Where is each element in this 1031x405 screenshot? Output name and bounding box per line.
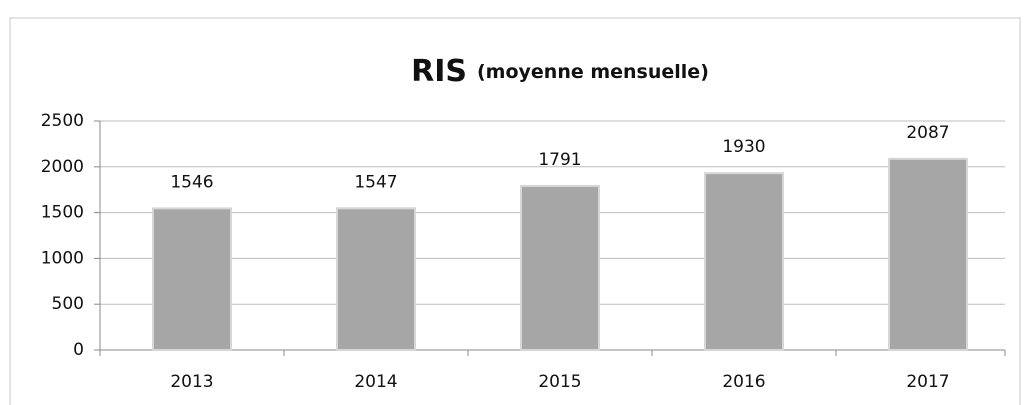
data-label: 1546 <box>170 172 213 192</box>
y-tick-label: 1000 <box>41 248 84 268</box>
y-tick-label: 1500 <box>41 203 84 223</box>
bar <box>336 207 416 351</box>
chart-title-group: RIS (moyenne mensuelle) <box>411 54 709 89</box>
x-tick-label: 2017 <box>906 372 949 392</box>
y-tick-label: 0 <box>73 340 84 360</box>
y-tick-label: 2000 <box>41 157 84 177</box>
data-label: 2087 <box>906 123 949 143</box>
x-tick-label: 2014 <box>354 372 397 392</box>
x-tick-label: 2016 <box>722 372 765 392</box>
data-label: 1930 <box>722 137 765 157</box>
bar <box>520 184 600 351</box>
data-label: 1791 <box>538 150 581 170</box>
bar <box>152 207 232 351</box>
x-tick-label: 2013 <box>170 372 213 392</box>
y-tick-label: 500 <box>52 294 84 314</box>
x-tick-label: 2015 <box>538 372 581 392</box>
chart-subtitle: (moyenne mensuelle) <box>477 61 709 83</box>
bar <box>704 172 784 351</box>
y-tick-label: 2500 <box>41 111 84 131</box>
bar <box>888 157 968 351</box>
data-label: 1547 <box>354 172 397 192</box>
chart-title: RIS <box>411 54 467 89</box>
